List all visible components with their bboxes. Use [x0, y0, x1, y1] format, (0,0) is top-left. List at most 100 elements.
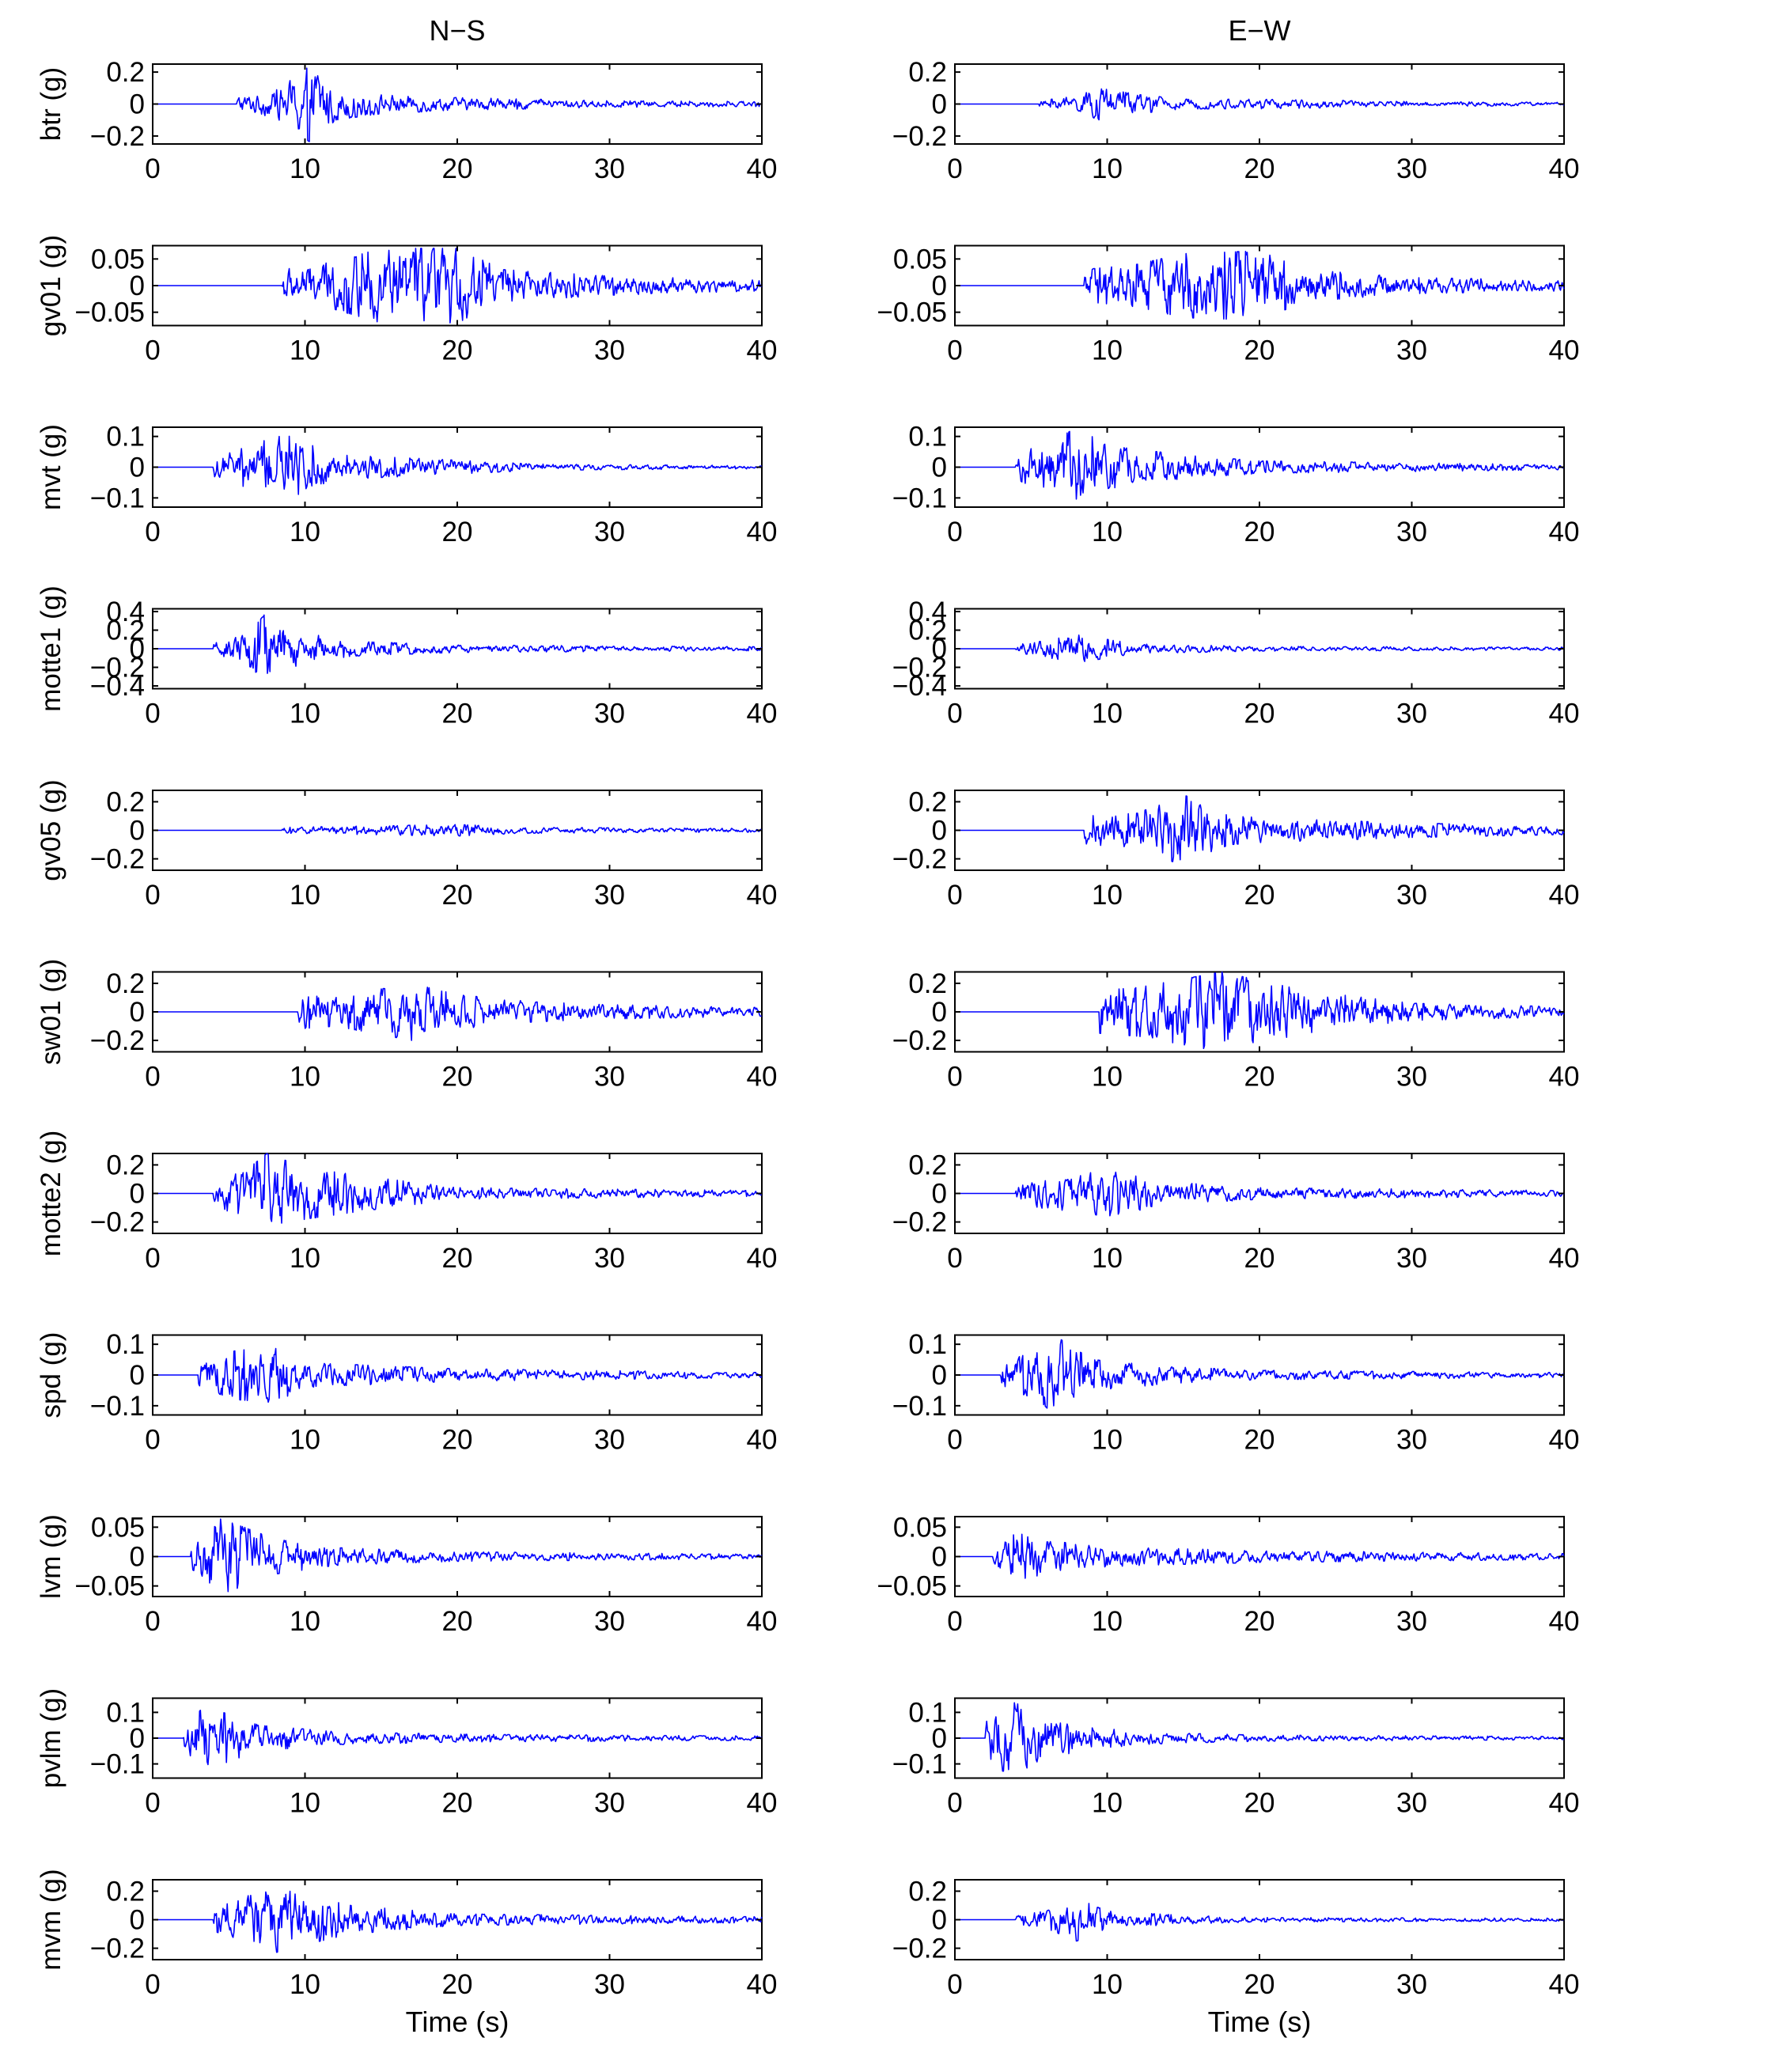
x-tick-label: 40 [747, 1606, 778, 1637]
x-tick-label: 30 [1396, 699, 1427, 729]
x-tick-label: 10 [290, 1969, 320, 2000]
y-tick-label: 0 [130, 1360, 145, 1391]
trace-line [153, 1890, 763, 1953]
subplot-ew-ew-8: 0 10 20 30 400.050−0.05 [877, 1512, 1579, 1637]
subplot-ew-ew-9: 0 10 20 30 400.10−0.1 [892, 1697, 1580, 1818]
x-tick-label: 30 [1396, 1969, 1427, 2000]
x-tick-label: 10 [290, 1243, 320, 1274]
y-tick-label: −0.2 [892, 121, 947, 152]
subplot-ew-ew-7: 0 10 20 30 400.10−0.1 [892, 1329, 1580, 1455]
x-tick-label: 10 [290, 699, 320, 729]
x-tick-label: 10 [1092, 1788, 1123, 1819]
y-tick-label: 0.2 [106, 1150, 145, 1180]
y-tick-label: 0.4 [106, 597, 145, 627]
y-tick-label: −0.1 [892, 1749, 947, 1780]
trace-line [153, 1710, 763, 1766]
x-tick-label: 20 [1244, 699, 1275, 729]
x-tick-label: 30 [1396, 1606, 1427, 1637]
x-tick-label: 30 [594, 335, 625, 366]
x-tick-label: 20 [1244, 1062, 1275, 1093]
x-tick-label: 30 [594, 1425, 625, 1456]
x-tick-label: 30 [594, 880, 625, 911]
x-tick-label: 10 [290, 335, 320, 366]
y-tick-label: 0 [130, 1723, 145, 1754]
y-tick-label: −0.05 [74, 297, 145, 328]
x-tick-label: 40 [1549, 1243, 1580, 1274]
trace-line [955, 430, 1565, 500]
y-tick-label: 0 [932, 634, 947, 665]
x-tick-label: 0 [947, 1243, 962, 1274]
y-axis-label: mvt (g) [36, 424, 66, 510]
y-tick-label: −0.2 [90, 1025, 145, 1056]
y-tick-label: 0.2 [106, 616, 145, 646]
y-axis-label: motte1 (g) [36, 585, 66, 712]
y-tick-label: −0.2 [892, 844, 947, 875]
x-tick-label: 20 [442, 1788, 473, 1819]
x-tick-label: 30 [1396, 1062, 1427, 1093]
x-tick-label: 30 [594, 699, 625, 729]
x-tick-label: 30 [594, 153, 625, 184]
y-tick-label: 0 [130, 997, 145, 1028]
trace-line [153, 435, 763, 495]
y-axis-label: sw01 (g) [36, 959, 66, 1065]
x-tick-label: 10 [1092, 335, 1123, 366]
y-axis-label: lvm (g) [36, 1514, 66, 1599]
y-tick-label: 0 [932, 1905, 947, 1936]
y-tick-label: −0.05 [74, 1571, 145, 1602]
subplot-ew-ew-3: 0 10 20 30 400.40.20−0.2−0.4 [892, 597, 1580, 729]
trace-line [955, 634, 1564, 662]
x-tick-label: 40 [1549, 1062, 1580, 1093]
x-tick-label: 0 [145, 1788, 160, 1819]
x-tick-label: 40 [747, 1425, 778, 1456]
x-axis-label: Time (s) [406, 2006, 509, 2038]
x-tick-label: 0 [145, 1062, 160, 1093]
x-tick-label: 30 [594, 1788, 625, 1819]
y-tick-label: 0 [932, 1179, 947, 1210]
y-tick-label: 0 [932, 453, 947, 483]
x-tick-label: 30 [1396, 335, 1427, 366]
x-tick-label: 20 [442, 1969, 473, 2000]
x-tick-label: 20 [442, 1425, 473, 1456]
x-tick-label: 30 [1396, 1425, 1427, 1456]
x-tick-label: 0 [947, 517, 962, 547]
trace-line [955, 1339, 1565, 1409]
y-tick-label: 0.4 [908, 597, 947, 627]
x-tick-label: 40 [747, 880, 778, 911]
x-tick-label: 0 [145, 1425, 160, 1456]
x-tick-label: 10 [290, 880, 320, 911]
y-tick-label: 0.1 [106, 1697, 145, 1728]
y-tick-label: 0 [932, 271, 947, 301]
y-tick-label: 0 [130, 816, 145, 847]
y-tick-label: 0.1 [908, 1697, 947, 1728]
y-tick-label: 0.2 [908, 57, 947, 88]
y-tick-label: 0.05 [893, 1512, 947, 1543]
x-tick-label: 20 [1244, 880, 1275, 911]
trace-line [153, 1153, 763, 1224]
x-tick-label: 10 [1092, 1062, 1123, 1093]
x-tick-label: 0 [145, 699, 160, 729]
axes-frame [152, 63, 763, 145]
x-tick-label: 20 [1244, 1788, 1275, 1819]
y-tick-label: 0 [130, 634, 145, 665]
trace-line [153, 1347, 763, 1403]
x-tick-label: 20 [1244, 153, 1275, 184]
x-tick-label: 40 [747, 1969, 778, 2000]
y-tick-label: 0.2 [908, 616, 947, 646]
x-tick-label: 40 [1549, 153, 1580, 184]
x-tick-label: 30 [1396, 153, 1427, 184]
x-tick-label: 20 [442, 1606, 473, 1637]
x-tick-label: 0 [145, 1243, 160, 1274]
x-tick-label: 30 [594, 1606, 625, 1637]
x-tick-label: 40 [1549, 517, 1580, 547]
x-tick-label: 20 [1244, 1243, 1275, 1274]
x-tick-label: 10 [1092, 699, 1123, 729]
y-tick-label: −0.2 [892, 1934, 947, 1964]
y-tick-label: −0.4 [892, 671, 947, 702]
trace-line [955, 1702, 1564, 1772]
